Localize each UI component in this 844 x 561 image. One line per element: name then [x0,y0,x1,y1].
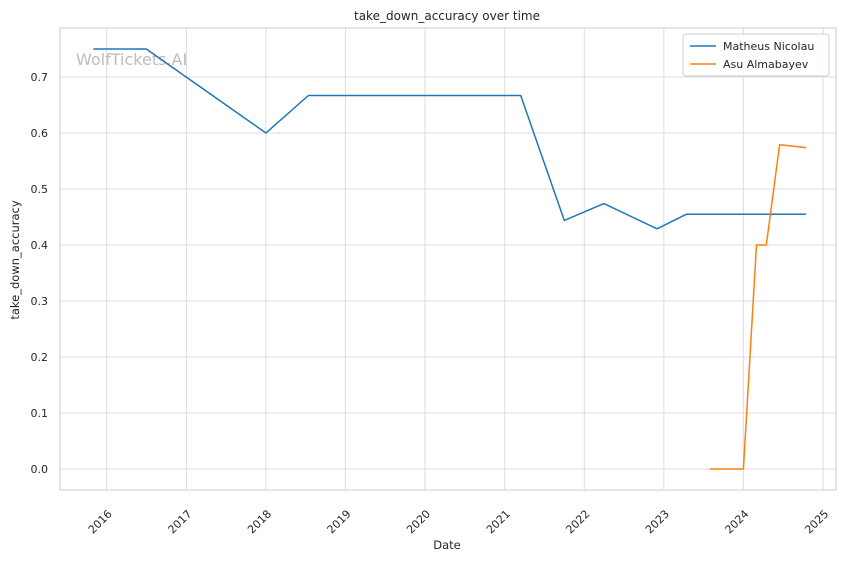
legend-label: Asu Almabayev [723,58,809,71]
x-tick-label: 2021 [484,507,513,536]
y-axis: 0.0 0.1 0.2 0.3 0.4 0.5 0.6 0.7 [31,71,49,476]
legend-box [682,33,830,77]
y-tick-label: 0.3 [31,295,49,308]
legend: Matheus Nicolau Asu Almabayev [682,33,830,77]
x-tick-label: 2018 [245,507,274,536]
x-tick-label: 2016 [86,507,115,536]
legend-label: Matheus Nicolau [723,40,814,53]
x-tick-label: 2024 [723,507,752,536]
y-tick-label: 0.0 [31,463,49,476]
y-tick-label: 0.2 [31,351,49,364]
x-tick-label: 2023 [643,507,672,536]
x-tick-label: 2020 [404,507,433,536]
y-tick-label: 0.6 [31,127,49,140]
y-tick-label: 0.5 [31,183,49,196]
watermark: WolfTickets.AI [76,50,187,69]
y-tick-label: 0.1 [31,407,49,420]
x-tick-label: 2019 [325,507,354,536]
x-tick-label: 2022 [563,507,592,536]
series-line-1 [710,144,807,470]
x-axis-title: Date [433,538,461,552]
x-tick-label: 2017 [166,507,195,536]
grid [60,28,836,490]
x-axis: 2016 2017 2018 2019 2020 2021 2022 2023 2024 2025 [86,507,832,536]
plot-area [59,27,837,491]
y-axis-title: take_down_accuracy [8,200,22,319]
chart-title: take_down_accuracy over time [354,9,540,23]
series-lines [93,48,807,470]
y-tick-label: 0.4 [31,239,49,252]
series-line-0 [93,48,807,230]
y-tick-label: 0.7 [31,71,49,84]
x-tick-label: 2025 [802,507,831,536]
